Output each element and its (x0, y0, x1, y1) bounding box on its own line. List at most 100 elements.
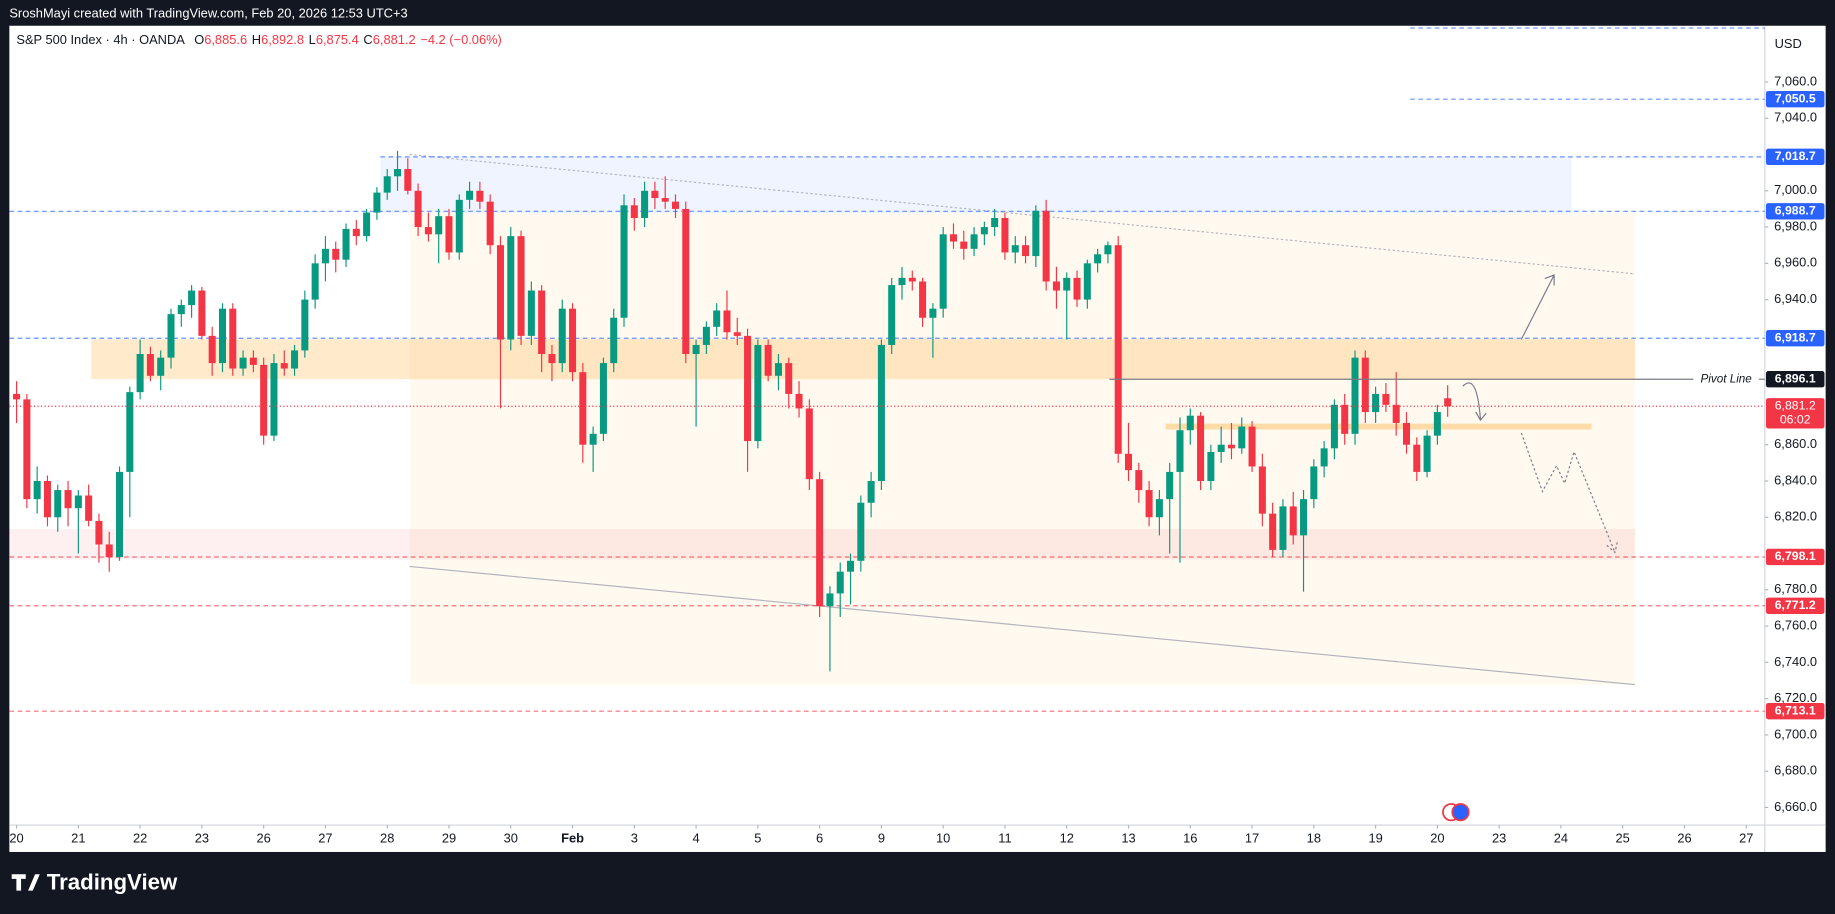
candle-body (146, 354, 154, 376)
symbol-name: S&P 500 Index · 4h · OANDA (16, 32, 185, 47)
candle-body (394, 169, 402, 177)
candle-body (1001, 217, 1009, 253)
candle-body (1032, 210, 1040, 257)
x-tick-label: 28 (380, 831, 394, 846)
candle-body (1269, 513, 1277, 550)
candle-body (939, 234, 947, 309)
x-tick-label: 27 (1739, 831, 1753, 846)
candle-body (116, 471, 124, 558)
candle-body (702, 326, 710, 345)
candle-body (352, 228, 360, 237)
event-flag (1451, 803, 1470, 822)
x-tick-label: 5 (754, 831, 761, 846)
candle-body (126, 392, 134, 472)
ohlc-key: O (194, 32, 204, 47)
candle-body (1186, 415, 1194, 431)
candle-body (527, 290, 535, 336)
candle-body (177, 305, 185, 315)
candle-body (1351, 357, 1359, 434)
candle-body (1052, 281, 1060, 291)
y-tick-label: 6,780.0 (1774, 581, 1817, 596)
projection-arrows (1462, 274, 1618, 554)
candle-body (1372, 393, 1380, 413)
change-value: −4.2 (−0.06%) (420, 32, 502, 47)
candle-body (538, 290, 546, 355)
x-tick-label: 11 (998, 831, 1011, 846)
candle-body (713, 310, 721, 327)
x-tick-label: 3 (631, 831, 638, 846)
candle-body (836, 571, 844, 594)
pullback-arrow (1462, 382, 1487, 422)
candle-body (507, 236, 515, 340)
candle-body (229, 308, 237, 369)
y-tick-label: 6,840.0 (1774, 472, 1817, 487)
level-label: 6,918.7 (1775, 330, 1816, 344)
x-tick-label: 26 (1677, 831, 1691, 846)
level-label: 6,771.2 (1775, 598, 1816, 612)
candle-body (1330, 404, 1338, 449)
ohlc-value: 6,885.6 (204, 32, 247, 47)
candle-body (1289, 506, 1297, 536)
candle-body (260, 364, 268, 436)
candle-body (208, 335, 216, 364)
candle-body (404, 169, 412, 191)
candle-body (1166, 471, 1174, 500)
candle-body (877, 344, 885, 481)
candle-body (1083, 263, 1091, 300)
ohlc-key: H (252, 32, 261, 47)
y-tick-label: 6,980.0 (1774, 218, 1817, 233)
candle-body (435, 216, 443, 235)
x-tick-label: 22 (133, 831, 147, 846)
ohlc-value: 6,881.2 (373, 32, 416, 47)
candle-body (167, 314, 175, 358)
candle-body (1104, 245, 1112, 255)
x-tick-label: 20 (1430, 831, 1444, 846)
candle-body (321, 248, 329, 264)
candle-body (898, 277, 906, 286)
x-tick-label: 4 (693, 831, 700, 846)
x-tick-label: 29 (442, 831, 456, 846)
candle-body (671, 201, 680, 209)
candle-body (1197, 415, 1205, 481)
candle-body (1155, 499, 1163, 518)
countdown-label: 06:02 (1780, 413, 1811, 427)
x-tick-label: 30 (504, 831, 518, 846)
x-tick-label: Feb (561, 831, 584, 846)
candle-body (64, 490, 72, 509)
candle-body (342, 228, 350, 260)
y-tick-label: 7,040.0 (1774, 110, 1817, 125)
pivot-badge (1765, 371, 1825, 388)
candle-body (1258, 466, 1266, 514)
level-label: 7,018.7 (1775, 149, 1816, 163)
y-tick-label: 7,000.0 (1774, 182, 1817, 197)
candle-body (301, 299, 309, 351)
candle-body (785, 363, 793, 394)
brand-logo (11, 874, 40, 891)
candle-body (558, 308, 566, 364)
candle-body (723, 310, 731, 333)
candle-body (218, 308, 226, 364)
resistance-zone (91, 339, 1635, 380)
y-tick-label: 7,060.0 (1774, 73, 1817, 88)
candle-body (754, 344, 762, 442)
candle-body (805, 408, 813, 480)
candle-body (332, 248, 340, 260)
level-badge (1765, 203, 1825, 220)
y-tick-label: 6,700.0 (1774, 726, 1817, 741)
candle-body (1238, 426, 1246, 449)
candle-body (43, 480, 51, 518)
candle-body (1279, 506, 1287, 550)
candle-body (661, 198, 669, 202)
y-tick-label: 6,740.0 (1774, 654, 1817, 669)
candle-body (239, 357, 247, 369)
x-tick-label: 10 (936, 831, 950, 846)
x-tick-label: 27 (318, 831, 332, 846)
candle-body (682, 208, 690, 355)
candle-body (949, 234, 957, 242)
x-tick-label: 6 (816, 831, 823, 846)
supply-zone (380, 156, 1572, 213)
x-tick-label: 13 (1121, 831, 1135, 846)
y-tick-label: 6,960.0 (1774, 255, 1817, 270)
candle-body (888, 285, 896, 345)
